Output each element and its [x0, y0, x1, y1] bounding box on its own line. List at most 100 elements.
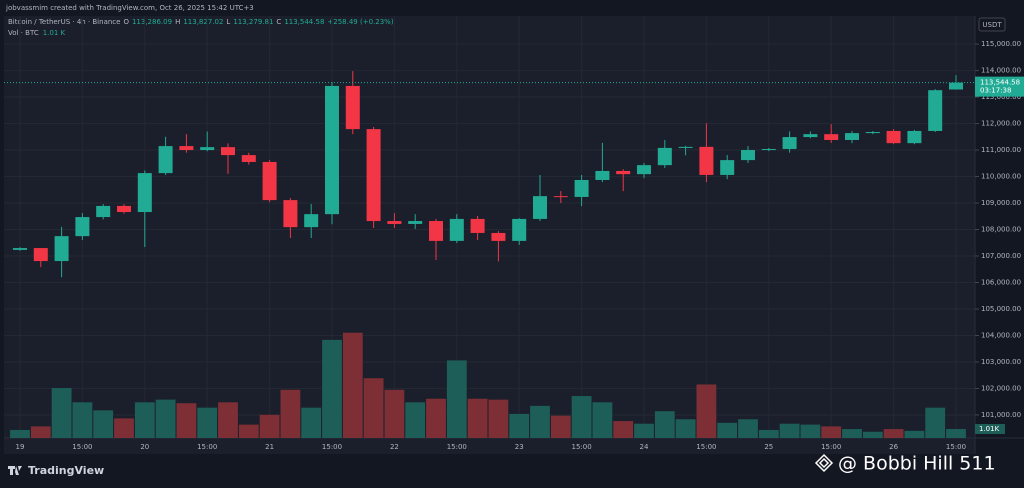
y-tick-label: 113,000.00	[981, 93, 1021, 101]
volume-bar	[509, 413, 530, 438]
y-tick-label: 109,000.00	[981, 199, 1021, 207]
volume-bar	[10, 429, 30, 438]
candle-body	[699, 146, 714, 175]
candle-body	[96, 205, 111, 218]
volume-bar	[322, 339, 342, 438]
volume-tag	[975, 423, 1005, 434]
currency-box	[978, 17, 1006, 32]
volume-bar	[30, 426, 51, 438]
candle-body	[678, 146, 693, 148]
legend: Bitcoin / TetherUS · 4h · Binance O 113,28…	[8, 18, 394, 37]
candle-body	[657, 147, 672, 166]
volume-bar	[592, 402, 613, 438]
volume-bar	[946, 428, 966, 438]
volume-bar	[738, 419, 758, 438]
volume-bar	[634, 423, 654, 438]
candle-body	[470, 218, 485, 233]
y-tick-label: 115,000.00	[981, 40, 1021, 48]
candle-body	[741, 150, 755, 161]
countdown: 03:17:38	[980, 87, 1011, 95]
volume-legend-name: Vol · BTC	[8, 29, 39, 37]
candle-body	[117, 205, 131, 213]
volume-bar	[301, 407, 322, 438]
y-tick-label: 106,000.00	[981, 278, 1021, 286]
legend-text: 113,827.02	[183, 18, 223, 26]
volume-bar	[114, 418, 134, 438]
candle-body	[179, 146, 194, 151]
x-tick-label: 15:00	[821, 443, 841, 451]
candle-body	[782, 137, 797, 149]
x-tick-label: 15:00	[946, 443, 966, 451]
volume-bar	[72, 402, 93, 438]
legend-text: Bitcoin / TetherUS · 4h · Binance	[8, 18, 120, 26]
volume-bar	[238, 424, 259, 438]
watermark-icon	[814, 453, 834, 473]
candle-body	[158, 146, 173, 174]
candle-body	[75, 217, 90, 237]
volume-bar	[488, 399, 509, 438]
volume-bar	[155, 399, 176, 438]
candle-body	[345, 85, 360, 130]
volume-bar	[218, 402, 238, 438]
x-tick-label: 25	[764, 443, 773, 451]
candle-body	[512, 218, 527, 241]
candle-body	[449, 218, 464, 241]
legend-text: O	[123, 18, 129, 26]
x-tick-label: 26	[889, 443, 898, 451]
x-tick-label: 15:00	[72, 443, 92, 451]
price-tag-label: 113,544.58	[980, 79, 1020, 87]
volume-bar	[613, 421, 634, 438]
legend-text: 113,279.81	[233, 18, 273, 26]
candle-body	[429, 221, 443, 241]
currency: USDT	[982, 21, 1002, 29]
volume-bar	[696, 384, 717, 438]
x-tick-label: 15:00	[447, 443, 467, 451]
candle-body	[325, 85, 339, 215]
volume-bar	[862, 431, 883, 438]
plot: 101,000.00 102,000.00 103,000.00 104,000.00…	[4, 16, 1024, 451]
volume-bar	[259, 414, 280, 438]
volume-bar	[571, 396, 592, 438]
x-tick-label: 22	[390, 443, 399, 451]
candle-body	[907, 130, 922, 144]
y-tick-label: 108,000.00	[981, 226, 1021, 234]
logo-icon	[8, 466, 22, 475]
x-tick-label: 20	[140, 443, 149, 451]
volume-bar	[530, 405, 550, 438]
volume-bar	[779, 423, 800, 438]
plot-area	[4, 16, 975, 454]
candle-body	[824, 134, 839, 140]
candle-body	[54, 236, 69, 262]
logo-text: TradingView	[28, 464, 104, 477]
volume-bar	[51, 388, 72, 438]
volume-bar	[717, 422, 738, 438]
candle-body	[200, 147, 215, 151]
price-tag	[975, 76, 1024, 97]
volume-bar	[758, 429, 779, 438]
candle-body	[408, 221, 423, 224]
candle-body	[13, 248, 27, 250]
y-tick-label: 114,000.00	[981, 67, 1021, 75]
credit: jobvassmim created with TradingView.com,…	[5, 4, 254, 12]
volume-bar	[675, 419, 696, 438]
y-tick-label: 104,000.00	[981, 331, 1021, 339]
volume-bar	[93, 410, 114, 438]
volume-bar	[821, 426, 842, 438]
y-tick-label: 111,000.00	[981, 146, 1021, 154]
y-tick-label: 103,000.00	[981, 358, 1021, 366]
volume-bar	[446, 360, 467, 438]
volume-bar	[800, 424, 821, 438]
legend-text: C	[276, 18, 281, 26]
watermark-text: @ Bobbi Hill 511	[838, 453, 996, 475]
volume-bar	[197, 407, 218, 438]
x-tick-label: 15:00	[696, 443, 716, 451]
candle-body	[616, 170, 631, 175]
legend-text: 113,544.58	[284, 18, 324, 26]
volume-bar	[280, 389, 301, 438]
y-tick-label: 105,000.00	[981, 305, 1021, 313]
candle-body	[221, 147, 235, 156]
candle-body	[241, 155, 256, 162]
candle-body	[886, 130, 901, 144]
